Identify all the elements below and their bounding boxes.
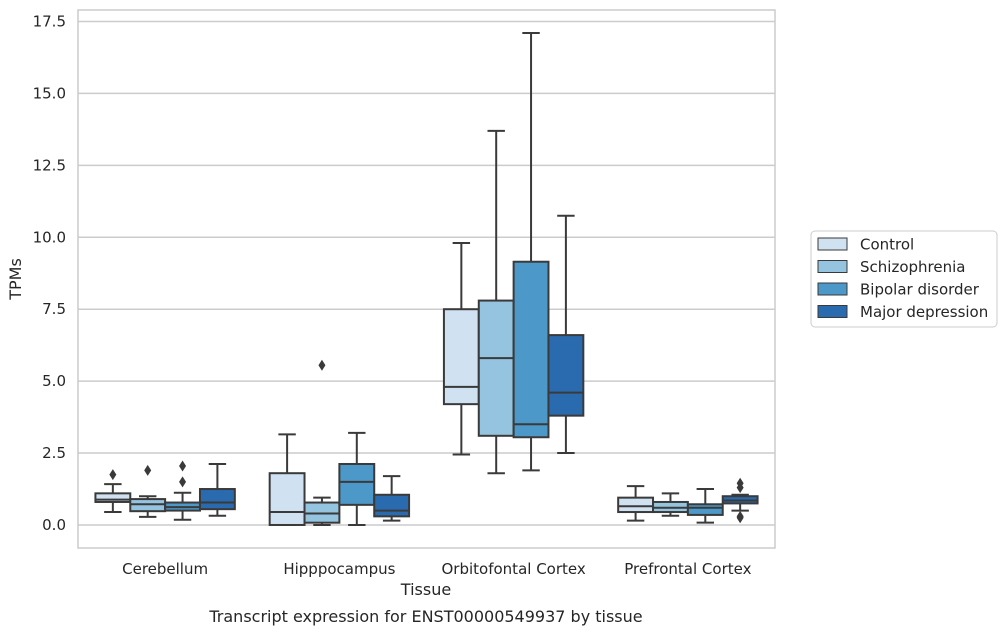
box-group [442,242,480,456]
legend-swatch [817,237,848,251]
y-tick-label: 0.0 [42,516,66,534]
y-tick-label: 10.0 [33,228,66,246]
box-group [617,485,655,522]
box [268,472,306,526]
outlier-point [109,469,117,481]
outlier-point [144,464,152,476]
box-group [198,462,236,517]
y-axis-label: TPMs [6,258,25,301]
legend-swatch [817,260,848,273]
box [477,299,515,437]
box-group [373,475,411,522]
box [617,496,655,514]
x-tick-labels: Cerebellum Hipppocampus Orbitofontal Corte… [122,560,751,578]
legend-entry: Major depression [860,303,988,321]
box-group [652,492,689,517]
x-tick-label: Hipppocampus [283,560,395,578]
y-tick-label: 17.5 [33,13,66,31]
x-tick-label: Prefrontal Cortex [624,560,751,578]
box [373,493,411,518]
box [547,334,585,417]
y-tick-label: 12.5 [33,156,66,174]
legend: Control Schizophrenia Bipolar disorder Majo… [810,230,998,328]
box-group [721,477,759,524]
legend-frame [810,230,998,328]
box [94,492,132,503]
outlier-point [179,476,187,488]
legend-entry: Control [860,236,914,254]
legend-entry: Schizophrenia [860,258,965,276]
y-tick-label: 2.5 [42,444,66,462]
legend-swatch [817,282,848,296]
outlier-point [736,510,744,522]
box-groups [94,32,759,526]
outlier-point [318,359,326,371]
outlier-point [736,477,744,489]
plot-frame [77,9,776,549]
y-tick-label: 5.0 [42,372,66,390]
gridlines [78,20,775,526]
y-tick-labels: 0.0 2.5 5.0 7.5 10.0 12.5 15.0 17.5 [33,13,66,534]
x-tick-label: Orbitofontal Cortex [442,560,586,578]
box [198,488,236,511]
box-group [338,431,376,526]
y-tick-label: 7.5 [42,300,66,318]
box-group [512,32,550,472]
outlier-point [179,460,187,472]
box [686,503,724,516]
box-group [303,359,341,526]
box-group [164,460,201,521]
x-tick-label: Cerebellum [122,560,208,578]
x-axis-label: Tissue [400,580,451,599]
box [442,308,480,406]
legend-swatch [817,305,848,318]
box [338,462,376,506]
box-group [94,469,132,514]
box-group [477,129,515,475]
box-group [129,464,167,518]
box-group [547,214,585,455]
box-group [686,488,724,524]
y-tick-label: 15.0 [33,84,66,102]
box [512,260,550,439]
box-group [268,433,306,526]
legend-entry: Bipolar disorder [860,281,980,299]
chart-caption: Transcript expression for ENST0000054993… [208,607,642,626]
